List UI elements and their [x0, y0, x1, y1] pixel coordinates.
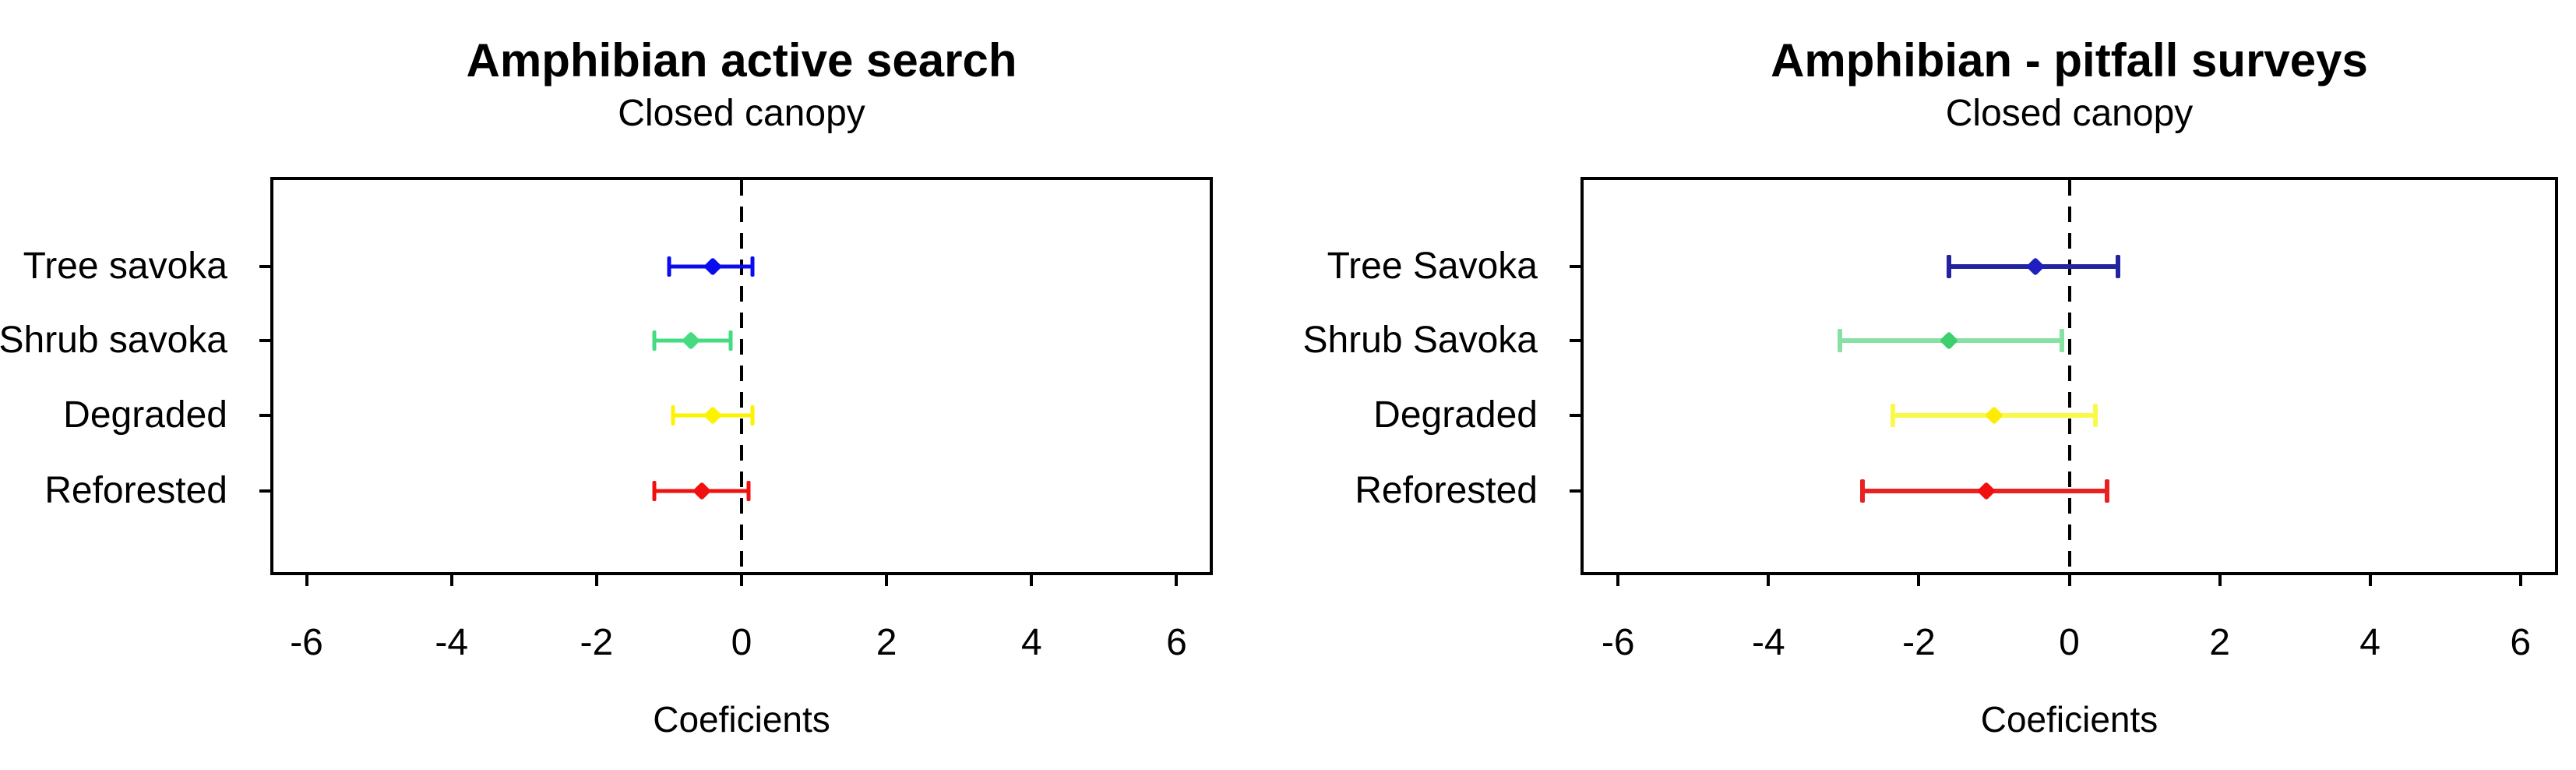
x-axis-tick [2368, 575, 2372, 586]
error-bar-cap-high [2104, 479, 2109, 503]
y-axis-tick [259, 339, 270, 343]
x-axis-tick [594, 575, 598, 586]
x-tick-label: 2 [876, 622, 897, 663]
x-axis-tick [885, 575, 889, 586]
error-bar-cap-high [746, 481, 751, 502]
error-bar-cap-high [2059, 329, 2064, 353]
y-axis-tick [259, 264, 270, 268]
x-axis-tick [1175, 575, 1179, 586]
category-label: Shrub savoka [0, 320, 227, 362]
chart-subtitle: Closed canopy [618, 93, 865, 134]
x-tick-label: 4 [1020, 622, 1042, 663]
x-tick-label: -4 [1752, 622, 1785, 663]
category-label: Shrub Savoka [1302, 320, 1538, 362]
x-axis-tick [2218, 575, 2222, 586]
x-tick-label: -4 [435, 622, 469, 663]
chart-title: Amphibian - pitfall surveys [1771, 34, 2368, 87]
error-bar-cap-low [1838, 329, 1843, 353]
y-axis-tick [1570, 339, 1580, 343]
error-bar-cap-low [652, 330, 657, 351]
chart-subtitle: Closed canopy [1945, 93, 2194, 134]
error-bar-cap-low [652, 481, 657, 502]
y-axis-tick [1570, 264, 1580, 268]
x-tick-label: -6 [1601, 622, 1635, 663]
x-tick-label: 0 [2059, 622, 2080, 663]
category-label: Degraded [63, 394, 227, 436]
y-axis-tick [1570, 414, 1580, 418]
x-tick-label: 4 [2359, 622, 2380, 663]
x-axis-tick [1616, 575, 1620, 586]
x-tick-label: -2 [1902, 622, 1936, 663]
x-tick-label: 6 [2510, 622, 2532, 663]
x-axis-tick [1917, 575, 1921, 586]
error-bar-cap-high [2116, 254, 2121, 278]
x-axis-tick [305, 575, 308, 586]
category-label: Tree Savoka [1327, 245, 1538, 287]
error-bar-cap-high [728, 330, 733, 351]
zero-reference-line [740, 180, 743, 572]
x-tick-label: 6 [1166, 622, 1187, 663]
x-tick-label: 2 [2209, 622, 2230, 663]
x-axis-tick [740, 575, 743, 586]
chart-title: Amphibian active search [466, 34, 1017, 87]
category-label: Degraded [1373, 394, 1538, 436]
x-tick-label: -2 [580, 622, 614, 663]
error-bar-cap-high [750, 405, 755, 426]
category-label: Reforested [1355, 470, 1538, 512]
category-label: Tree savoka [23, 245, 227, 287]
category-label: Reforested [44, 470, 227, 512]
error-bar-cap-high [2093, 404, 2099, 428]
x-axis-label: Coeficients [1980, 699, 2158, 740]
x-axis-tick [1030, 575, 1034, 586]
error-bar-cap-low [667, 256, 671, 277]
x-axis-label: Coeficients [653, 699, 830, 740]
x-axis-tick [1767, 575, 1771, 586]
x-axis-tick [2067, 575, 2071, 586]
zero-reference-line [2067, 180, 2071, 572]
error-bar-cap-low [671, 405, 675, 426]
y-axis-tick [259, 414, 270, 418]
y-axis-tick [259, 489, 270, 493]
y-axis-tick [1570, 489, 1580, 493]
error-bar-cap-low [1890, 404, 1895, 428]
error-bar-cap-low [1860, 479, 1866, 503]
error-bar-cap-low [1947, 254, 1952, 278]
x-axis-tick [449, 575, 453, 586]
x-axis-tick [2518, 575, 2522, 586]
x-tick-label: 0 [731, 622, 752, 663]
x-tick-label: -6 [290, 622, 323, 663]
error-bar-cap-high [750, 256, 755, 277]
